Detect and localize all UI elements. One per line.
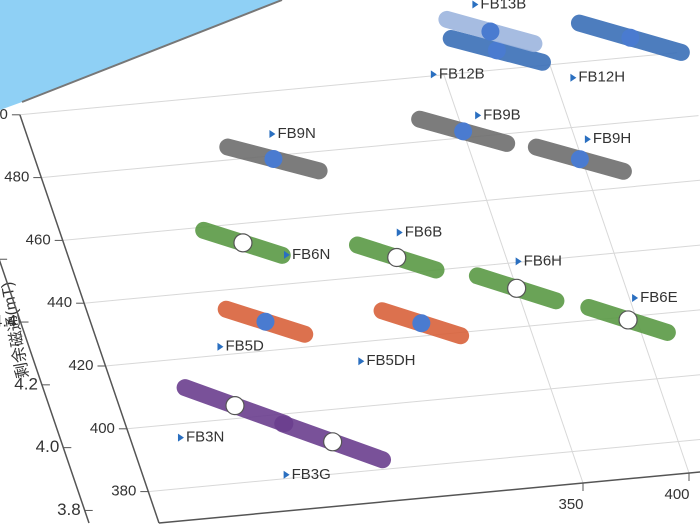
- label-pointer: [430, 70, 437, 79]
- y-axis: [19, 114, 160, 524]
- marker: [454, 122, 473, 141]
- grid-line: [126, 374, 700, 430]
- label-pointer: [584, 135, 591, 144]
- x-tick-label: 400: [664, 486, 689, 503]
- point-label: FB12B: [439, 65, 485, 82]
- label-pointer: [217, 342, 224, 351]
- marker: [481, 22, 500, 41]
- label-pointer: [515, 257, 522, 266]
- point-label: FB9H: [593, 130, 631, 147]
- label-pointer: [358, 357, 365, 366]
- label-pointer: [283, 250, 290, 259]
- marker: [412, 314, 431, 333]
- marker: [507, 278, 527, 298]
- y-tick-label: 460: [26, 231, 51, 248]
- y2-tick-label: 4.4: [0, 312, 17, 331]
- point-label: FB6N: [292, 246, 330, 263]
- y-tick-label: 480: [4, 169, 29, 186]
- marker: [387, 247, 407, 268]
- point-label: FB12H: [578, 69, 625, 86]
- y-tick-label: 400: [90, 420, 115, 437]
- point-label: FB13B: [480, 0, 526, 12]
- grid-line: [62, 179, 700, 241]
- marker: [618, 310, 638, 330]
- grid-line: [84, 244, 700, 304]
- point-label: FB9N: [277, 125, 315, 142]
- label-pointer: [475, 111, 482, 120]
- point-label: FB5DH: [366, 352, 415, 369]
- grid-line: [41, 115, 699, 179]
- grid-line: [148, 439, 700, 493]
- point-label: FB6E: [640, 289, 678, 306]
- marker: [621, 28, 640, 47]
- grid-line: [19, 52, 678, 116]
- marker: [323, 432, 343, 452]
- grid-line: [549, 64, 690, 474]
- marker: [225, 396, 245, 416]
- point-label: FB3G: [292, 466, 331, 483]
- label-pointer: [472, 0, 479, 9]
- y2-axis: [0, 259, 90, 524]
- marker: [264, 149, 283, 168]
- point-label: FB3N: [186, 429, 224, 446]
- y-tick-label: 440: [47, 294, 72, 311]
- marker: [487, 41, 506, 60]
- x-tick-label: 350: [558, 496, 583, 513]
- label-pointer: [177, 433, 184, 442]
- label-pointer: [570, 73, 577, 82]
- frame-edge: [21, 0, 283, 103]
- marker: [256, 312, 275, 331]
- label-pointer: [269, 129, 276, 138]
- point-label: FB6H: [524, 252, 562, 269]
- y2-tick-label: 4.0: [36, 437, 60, 456]
- y2-tick-label: 4.2: [14, 374, 38, 393]
- point-label: FB9B: [483, 106, 521, 123]
- marker: [570, 150, 589, 169]
- label-pointer: [396, 228, 403, 237]
- point-label: FB5D: [225, 338, 264, 355]
- point-label: FB6B: [405, 223, 443, 240]
- x-axis: [158, 471, 700, 524]
- y-tick-label: 420: [68, 357, 93, 374]
- y-tick-label: 500: [0, 106, 8, 123]
- y-tick-label: 380: [111, 483, 136, 500]
- label-pointer: [283, 470, 290, 479]
- label-pointer: [632, 293, 639, 302]
- y2-tick-label: 3.8: [57, 500, 81, 519]
- marker: [233, 233, 253, 253]
